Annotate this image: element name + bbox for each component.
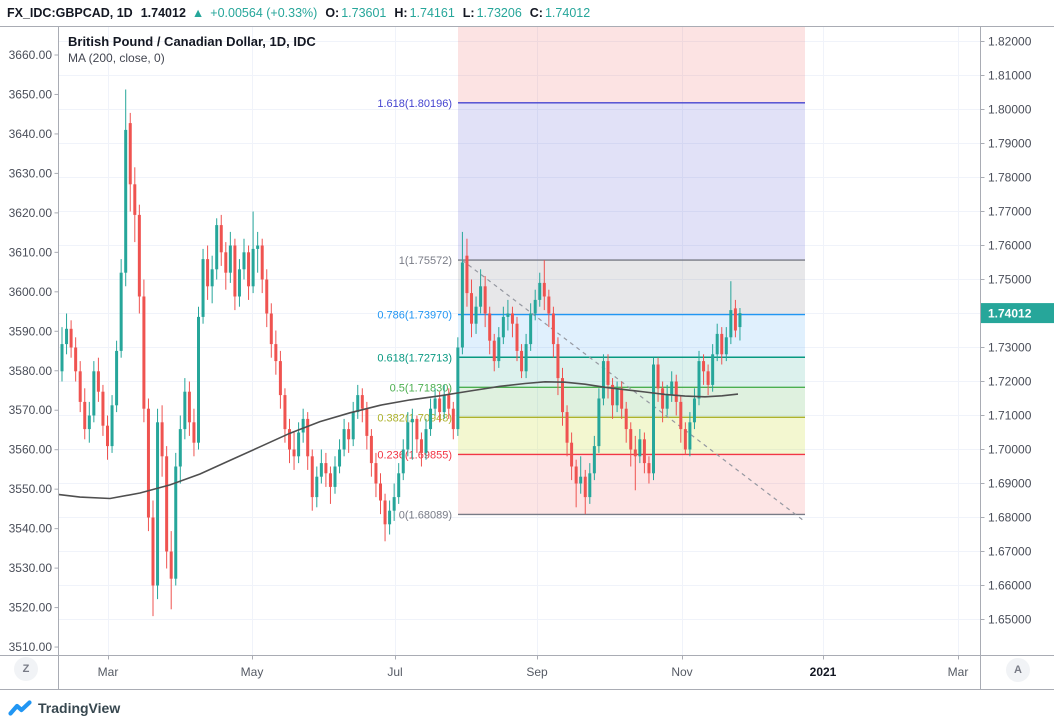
left-axis-tick[interactable]: 3550.00: [9, 482, 53, 496]
right-axis-tick[interactable]: 1.75000: [988, 273, 1032, 287]
time-axis-tick[interactable]: Sep: [526, 665, 548, 679]
left-axis-tick[interactable]: 3540.00: [9, 522, 53, 536]
price-chart[interactable]: 1.618(1.80196) 1(1.75572) 0.786(1.73970) 0.…: [0, 26, 1054, 690]
left-axis-tick[interactable]: 3520.00: [9, 601, 53, 615]
right-axis-tick[interactable]: 1.81000: [988, 69, 1032, 83]
price-change: +0.00564 (+0.33%): [210, 6, 318, 20]
tradingview-logo-icon[interactable]: [8, 699, 32, 717]
right-axis-tick[interactable]: 1.70000: [988, 443, 1032, 457]
fib-level-label: 0(1.68089): [399, 509, 452, 521]
left-axis-tick[interactable]: 3620.00: [9, 206, 53, 220]
fib-level-label: 1.618(1.80196): [377, 98, 452, 110]
close-value: 1.74012: [544, 6, 591, 20]
symbol-title[interactable]: FX_IDC:GBPCAD, 1D: [7, 6, 133, 20]
high-value: 1.74161: [409, 6, 455, 20]
right-axis-tick[interactable]: 1.82000: [988, 35, 1032, 49]
right-axis-tick[interactable]: 1.71000: [988, 409, 1032, 423]
close-label: C:: [529, 6, 543, 20]
left-axis-tick[interactable]: 3640.00: [9, 127, 53, 141]
right-axis-tick[interactable]: 1.67000: [988, 545, 1032, 559]
up-arrow-icon: ▲: [191, 6, 205, 20]
left-axis-tick[interactable]: 3510.00: [9, 640, 53, 654]
right-axis-tick[interactable]: 1.79000: [988, 137, 1032, 151]
left-axis-tick[interactable]: 3590.00: [9, 324, 53, 338]
low-label: L:: [462, 6, 475, 20]
footer: TradingView: [0, 692, 1054, 723]
right-axis-tick[interactable]: 1.76000: [988, 239, 1032, 253]
time-axis-tick[interactable]: 2021: [810, 665, 837, 679]
last-price: 1.74012: [140, 6, 186, 20]
fib-level-label: 0.382(1.70948): [377, 412, 452, 424]
timezone-button[interactable]: Z: [14, 657, 38, 681]
left-axis-tick[interactable]: 3580.00: [9, 364, 53, 378]
time-axis-tick[interactable]: Mar: [98, 665, 119, 679]
high-label: H:: [394, 6, 408, 20]
right-axis-tick[interactable]: 1.66000: [988, 579, 1032, 593]
right-axis-tick[interactable]: 1.68000: [988, 511, 1032, 525]
tradingview-brand-text[interactable]: TradingView: [38, 699, 121, 716]
current-price-badge-value: 1.74012: [988, 307, 1032, 321]
right-axis-tick[interactable]: 1.65000: [988, 613, 1032, 627]
left-axis-tick[interactable]: 3570.00: [9, 403, 53, 417]
left-axis-tick[interactable]: 3650.00: [9, 87, 53, 101]
fib-level-label: 0.618(1.72713): [377, 352, 452, 364]
auto-scale-button[interactable]: A: [1006, 658, 1030, 682]
fib-level-label: 0.5(1.71830): [390, 382, 452, 394]
open-value: 1.73601: [341, 6, 387, 20]
time-axis-tick[interactable]: Mar: [948, 665, 969, 679]
current-price-badge: [981, 303, 1054, 324]
time-axis-tick[interactable]: Nov: [671, 665, 692, 679]
right-axis-tick[interactable]: 1.80000: [988, 103, 1032, 117]
right-axis-tick[interactable]: 1.73000: [988, 341, 1032, 355]
fib-level-label: 0.786(1.73970): [377, 310, 452, 322]
open-label: O:: [325, 6, 340, 20]
time-axis-tick[interactable]: May: [241, 665, 264, 679]
left-axis-tick[interactable]: 3530.00: [9, 561, 53, 575]
right-axis-tick[interactable]: 1.77000: [988, 205, 1032, 219]
left-axis-tick[interactable]: 3660.00: [9, 48, 53, 62]
low-value: 1.73206: [476, 6, 522, 20]
fib-level-label: 1(1.75572): [399, 255, 452, 267]
right-axis-tick[interactable]: 1.72000: [988, 375, 1032, 389]
time-axis-tick[interactable]: Jul: [387, 665, 402, 679]
left-axis-tick[interactable]: 3560.00: [9, 443, 53, 457]
fib-level-label: 0.236(1.69855): [377, 449, 452, 461]
right-axis-tick[interactable]: 1.78000: [988, 171, 1032, 185]
left-axis-tick[interactable]: 3610.00: [9, 245, 53, 259]
ohlc-bar: FX_IDC:GBPCAD, 1D 1.74012 ▲ +0.00564 (+0…: [0, 0, 1054, 26]
left-axis-tick[interactable]: 3630.00: [9, 166, 53, 180]
left-axis-tick[interactable]: 3600.00: [9, 285, 53, 299]
right-axis-tick[interactable]: 1.69000: [988, 477, 1032, 491]
